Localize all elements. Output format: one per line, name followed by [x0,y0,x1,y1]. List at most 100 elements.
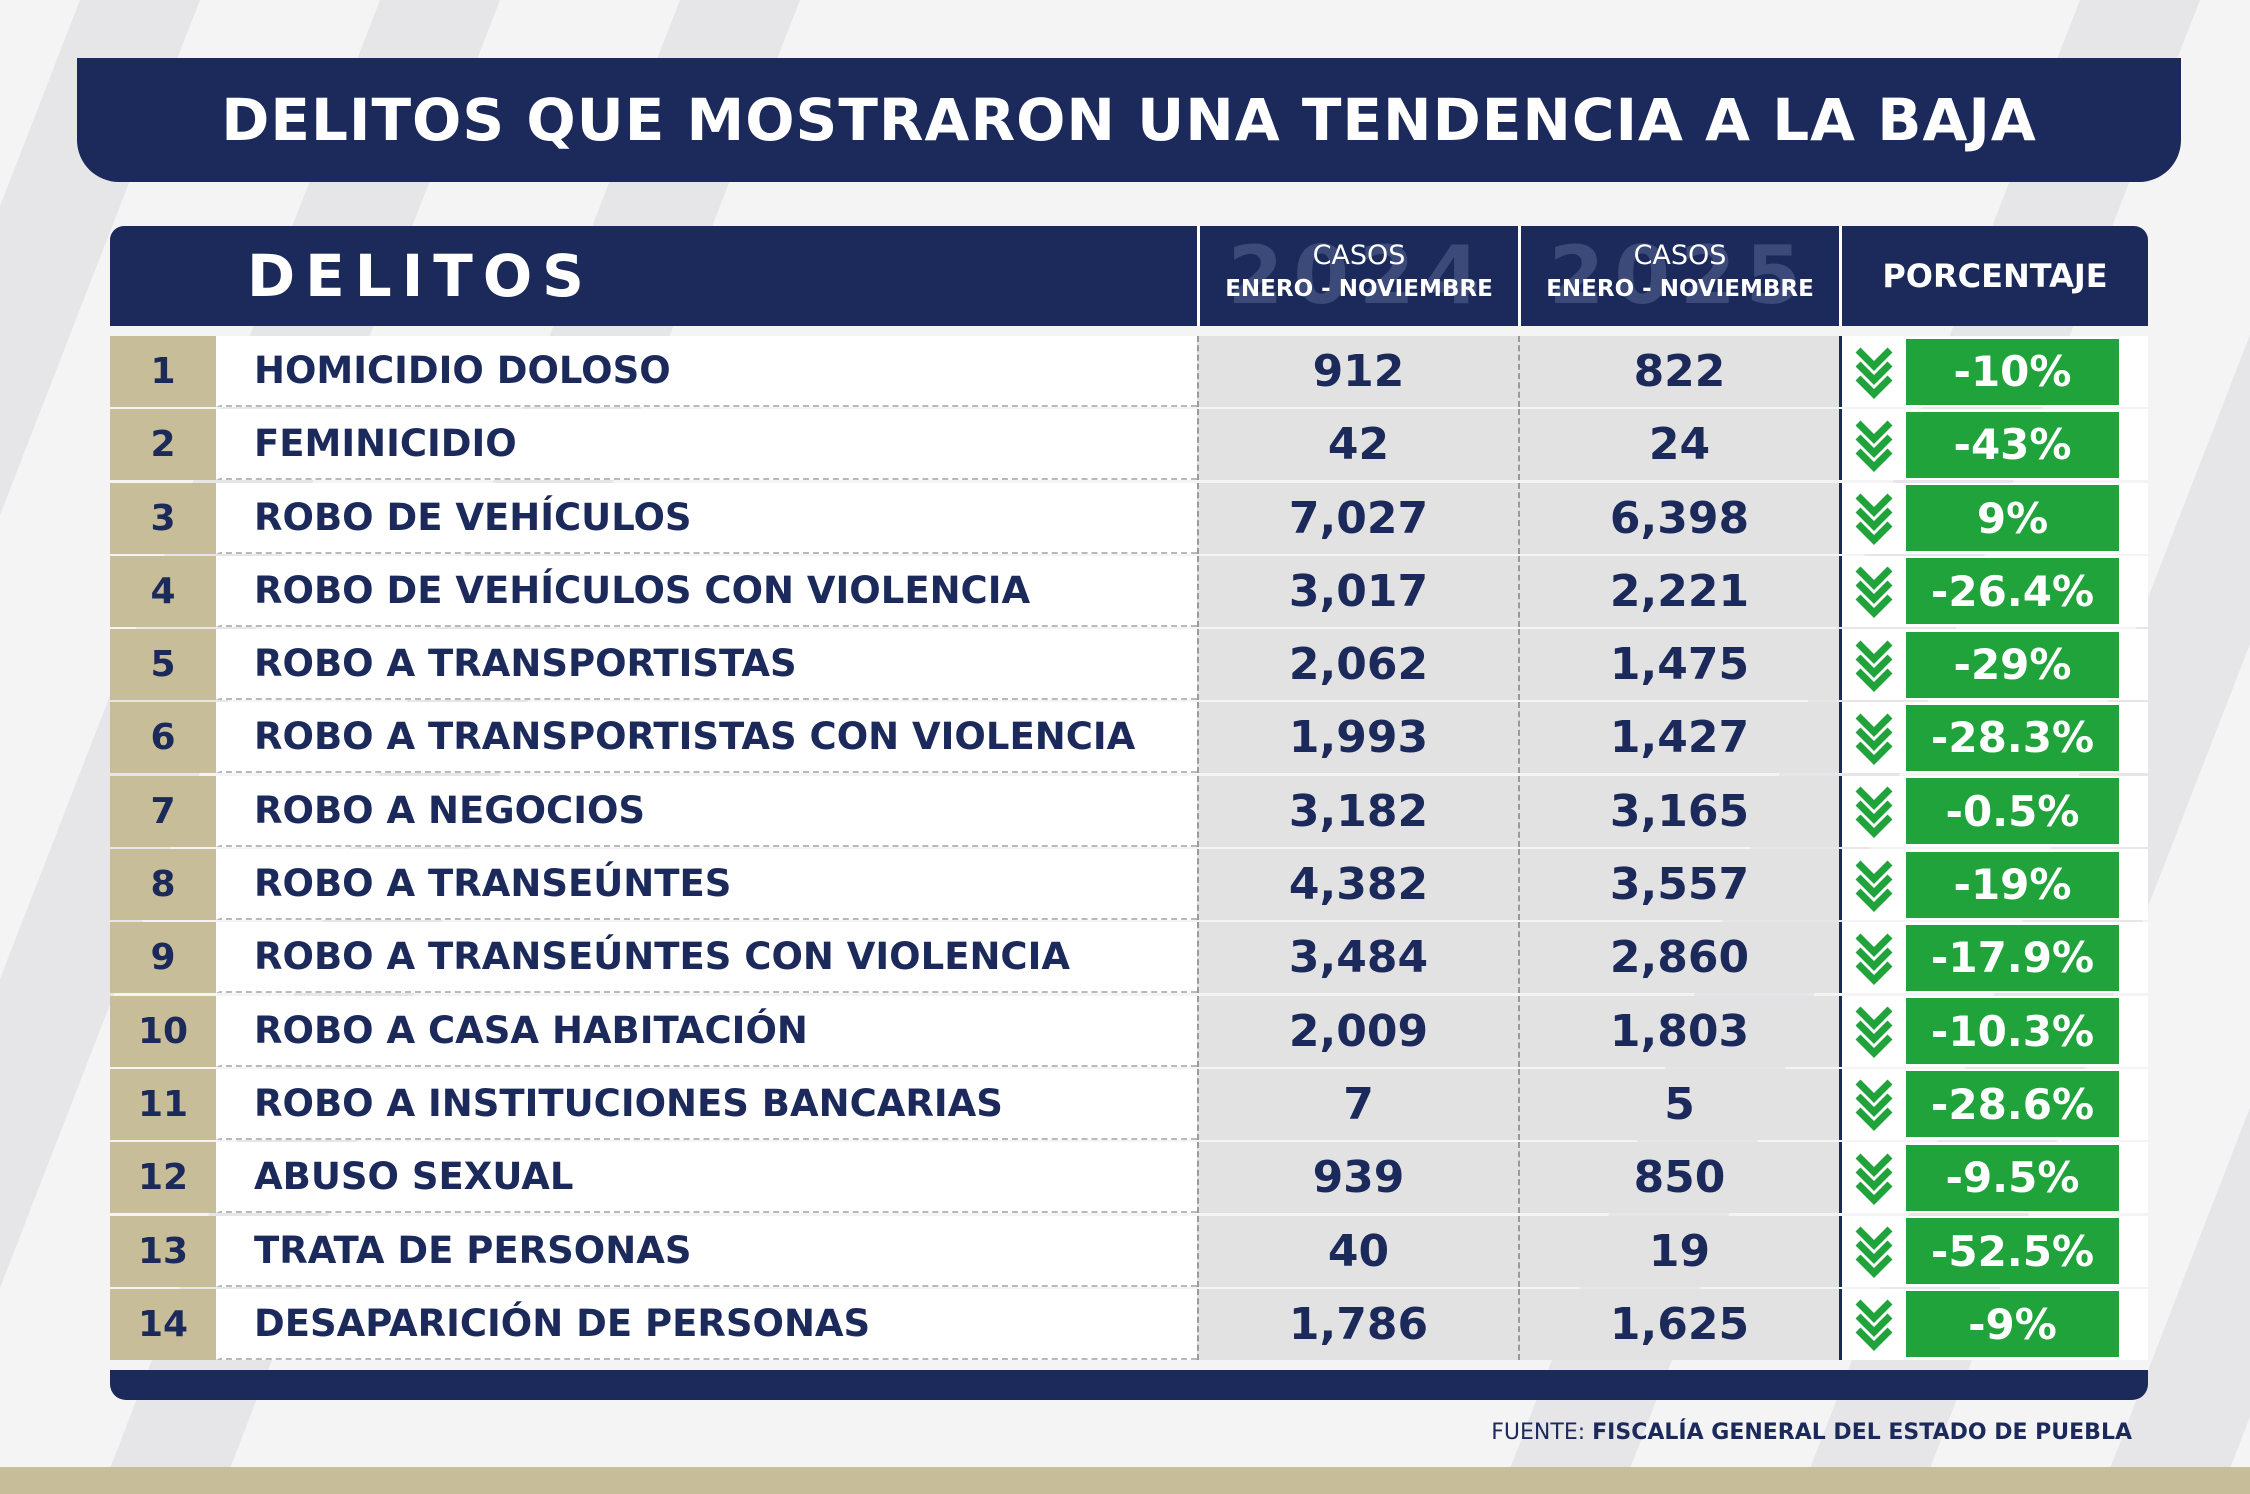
row-delito: ROBO A NEGOCIOS [216,775,1197,847]
row-casos-2025: 1,475 [1518,629,1839,701]
row-delito: ROBO A TRANSPORTISTAS CON VIOLENCIA [216,702,1197,774]
row-porcentaje-cell: -26.4% [1839,555,2148,627]
row-porcentaje: -0.5% [1906,778,2119,845]
row-casos-2024: 912 [1197,336,1518,407]
row-porcentaje: -9.5% [1906,1144,2119,1211]
row-number: 10 [110,995,216,1067]
table-row: 9 ROBO A TRANSEÚNTES CON VIOLENCIA 3,484 2,… [110,922,2148,994]
row-number: 5 [110,629,216,701]
header-delitos-label: DELITOS [247,242,594,310]
row-casos-2024: 2,062 [1197,629,1518,701]
row-number: 6 [110,702,216,774]
row-casos-2025: 2,860 [1518,922,1839,994]
source-note: FUENTE: FISCALÍA GENERAL DEL ESTADO DE P… [1491,1420,2132,1445]
row-porcentaje: -10% [1906,338,2119,405]
row-casos-2025: 1,427 [1518,702,1839,774]
table-row: 11 ROBO A INSTITUCIONES BANCARIAS 7 5 -28.6% [110,1068,2148,1140]
double-chevron-down-icon [1842,561,1906,621]
row-porcentaje: -52.5% [1906,1218,2119,1285]
crime-table: DELITOS 2024 CASOS ENERO - NOVIEMBRE 202… [110,226,2148,1362]
row-porcentaje: -19% [1906,851,2119,918]
table-row: 10 ROBO A CASA HABITACIÓN 2,009 1,803 -10.3% [110,995,2148,1067]
row-porcentaje-cell: -9% [1839,1288,2148,1360]
row-delito: HOMICIDIO DOLOSO [216,336,1197,407]
table-bottom-bar [110,1370,2148,1400]
header-col-2024: 2024 CASOS ENERO - NOVIEMBRE [1197,226,1518,326]
row-number: 3 [110,482,216,554]
row-delito: ROBO A INSTITUCIONES BANCARIAS [216,1068,1197,1140]
row-number: 4 [110,555,216,627]
double-chevron-down-icon [1842,415,1906,475]
double-chevron-down-icon [1842,342,1906,402]
source-label: FUENTE: [1491,1420,1586,1445]
row-casos-2024: 4,382 [1197,849,1518,921]
row-casos-2024: 1,786 [1197,1288,1518,1360]
source-text: FISCALÍA GENERAL DEL ESTADO DE PUEBLA [1592,1420,2132,1445]
row-porcentaje-cell: -9.5% [1839,1142,2148,1214]
table-row: 6 ROBO A TRANSPORTISTAS CON VIOLENCIA 1,99… [110,702,2148,774]
header-casos-2025: CASOS [1633,240,1727,271]
row-delito: TRATA DE PERSONAS [216,1215,1197,1287]
double-chevron-down-icon [1842,1074,1906,1134]
header-casos-2024: CASOS [1312,240,1406,271]
table-row: 2 FEMINICIDIO 42 24 -43% [110,409,2148,481]
row-casos-2024: 7,027 [1197,482,1518,554]
row-delito: ROBO DE VEHÍCULOS CON VIOLENCIA [216,555,1197,627]
title-banner: DELITOS QUE MOSTRARON UNA TENDENCIA A LA… [77,58,2181,182]
row-casos-2025: 3,557 [1518,849,1839,921]
double-chevron-down-icon [1842,928,1906,988]
row-number: 1 [110,336,216,407]
row-number: 9 [110,922,216,994]
row-casos-2025: 3,165 [1518,775,1839,847]
row-delito: FEMINICIDIO [216,409,1197,481]
double-chevron-down-icon [1842,855,1906,915]
header-col-2025: 2025 CASOS ENERO - NOVIEMBRE [1518,226,1839,326]
double-chevron-down-icon [1842,708,1906,768]
table-row: 7 ROBO A NEGOCIOS 3,182 3,165 -0.5% [110,775,2148,847]
row-casos-2025: 822 [1518,336,1839,407]
row-casos-2025: 2,221 [1518,555,1839,627]
row-number: 14 [110,1288,216,1360]
row-porcentaje: -17.9% [1906,924,2119,991]
row-porcentaje: -29% [1906,631,2119,698]
page-title: DELITOS QUE MOSTRARON UNA TENDENCIA A LA… [221,86,2037,154]
table-row: 13 TRATA DE PERSONAS 40 19 -52.5% [110,1215,2148,1287]
header-periodo-2024: ENERO - NOVIEMBRE [1225,276,1493,302]
row-casos-2025: 6,398 [1518,482,1839,554]
row-number: 8 [110,849,216,921]
row-casos-2025: 5 [1518,1068,1839,1140]
row-porcentaje-cell: -52.5% [1839,1215,2148,1287]
row-porcentaje-cell: -28.6% [1839,1068,2148,1140]
table-header: DELITOS 2024 CASOS ENERO - NOVIEMBRE 202… [110,226,2148,326]
table-row: 4 ROBO DE VEHÍCULOS CON VIOLENCIA 3,017 2,2… [110,555,2148,627]
row-porcentaje-cell: -19% [1839,849,2148,921]
double-chevron-down-icon [1842,1294,1906,1354]
row-porcentaje: 9% [1906,485,2119,552]
row-casos-2024: 1,993 [1197,702,1518,774]
row-number: 12 [110,1142,216,1214]
header-porcentaje-label: PORCENTAJE [1882,257,2108,295]
row-porcentaje-cell: -0.5% [1839,775,2148,847]
row-casos-2024: 42 [1197,409,1518,481]
double-chevron-down-icon [1842,1221,1906,1281]
header-porcentaje: PORCENTAJE [1839,226,2148,326]
table-row: 5 ROBO A TRANSPORTISTAS 2,062 1,475 -29% [110,629,2148,701]
table-row: 12 ABUSO SEXUAL 939 850 -9.5% [110,1142,2148,1214]
row-porcentaje: -10.3% [1906,998,2119,1065]
row-porcentaje-cell: -28.3% [1839,702,2148,774]
table-body: 1 HOMICIDIO DOLOSO 912 822 -10% 2 FEMINICIDIO 4… [110,336,2148,1360]
row-porcentaje-cell: -10.3% [1839,995,2148,1067]
table-row: 3 ROBO DE VEHÍCULOS 7,027 6,398 9% [110,482,2148,554]
row-porcentaje: -26.4% [1906,558,2119,625]
row-number: 7 [110,775,216,847]
header-delitos: DELITOS [110,226,1197,326]
header-year-2025: 2025 [1548,229,1812,322]
row-casos-2025: 24 [1518,409,1839,481]
row-number: 2 [110,409,216,481]
double-chevron-down-icon [1842,635,1906,695]
row-porcentaje: -9% [1906,1291,2119,1358]
row-delito: ROBO A TRANSPORTISTAS [216,629,1197,701]
row-porcentaje-cell: -17.9% [1839,922,2148,994]
row-delito: ROBO A TRANSEÚNTES CON VIOLENCIA [216,922,1197,994]
row-casos-2024: 7 [1197,1068,1518,1140]
